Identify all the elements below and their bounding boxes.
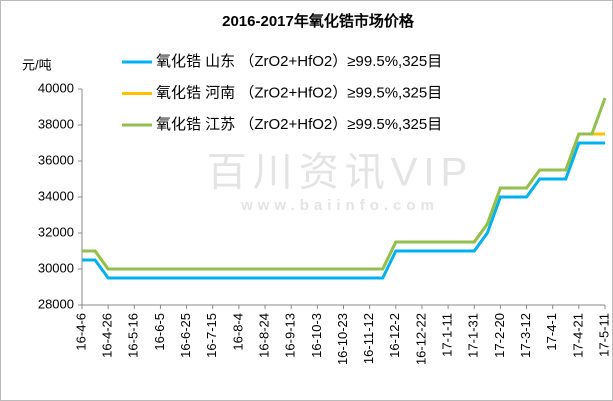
- x-tick-label: 17-3-12: [518, 313, 533, 358]
- x-tick-label: 17-1-11: [440, 313, 455, 357]
- y-tick-label: 38000: [38, 116, 74, 131]
- x-tick-label: 16-10-3: [309, 313, 324, 358]
- series-line: [82, 97, 607, 271]
- y-tick-label: 34000: [38, 188, 74, 203]
- x-tick-label: 16-12-2: [387, 313, 402, 358]
- y-axis-label: 元/吨: [22, 57, 52, 72]
- x-tick-label: 16-6-5: [152, 313, 167, 351]
- legend-label: 氧化锆 山东 （ZrO2+HfO2）≥99.5%,325目: [156, 53, 442, 70]
- x-tick-label: 16-8-4: [230, 313, 245, 351]
- y-tick-label: 40000: [38, 80, 74, 95]
- series-line: [82, 141, 605, 280]
- y-tick-label: 28000: [38, 296, 74, 311]
- x-tick-label: 16-8-24: [256, 313, 271, 358]
- y-tick-label: 36000: [38, 152, 74, 167]
- x-tick-label: 16-6-25: [178, 313, 193, 358]
- x-tick-label: 17-4-1: [544, 313, 559, 351]
- y-tick-label: 32000: [38, 224, 74, 239]
- y-tick-label: 30000: [38, 260, 74, 275]
- x-tick-label: 17-4-21: [570, 313, 585, 358]
- x-tick-label: 16-11-12: [361, 313, 376, 364]
- legend-label: 氧化锆 河南 （ZrO2+HfO2）≥99.5%,325目: [156, 84, 442, 101]
- x-tick-label: 17-2-20: [492, 313, 507, 358]
- legend-label: 氧化锆 江苏 （ZrO2+HfO2）≥99.5%,325目: [156, 116, 442, 133]
- x-tick-label: 16-12-22: [413, 313, 428, 365]
- x-tick-label: 16-7-15: [204, 313, 219, 358]
- x-tick-label: 16-10-23: [335, 313, 350, 365]
- x-tick-label: 16-4-6: [73, 313, 88, 351]
- x-tick-label: 16-9-13: [283, 313, 298, 358]
- chart-title: 2016-2017年氧化锆市场价格: [222, 12, 415, 30]
- x-tick-label: 16-4-26: [100, 313, 115, 358]
- x-tick-label: 17-1-31: [466, 313, 481, 358]
- watermark-url: www.baiinfo.com: [240, 197, 439, 214]
- x-tick-label: 17-5-11: [596, 313, 611, 357]
- watermark: 百川资讯VIP: [207, 151, 473, 195]
- x-tick-label: 16-5-16: [126, 313, 141, 358]
